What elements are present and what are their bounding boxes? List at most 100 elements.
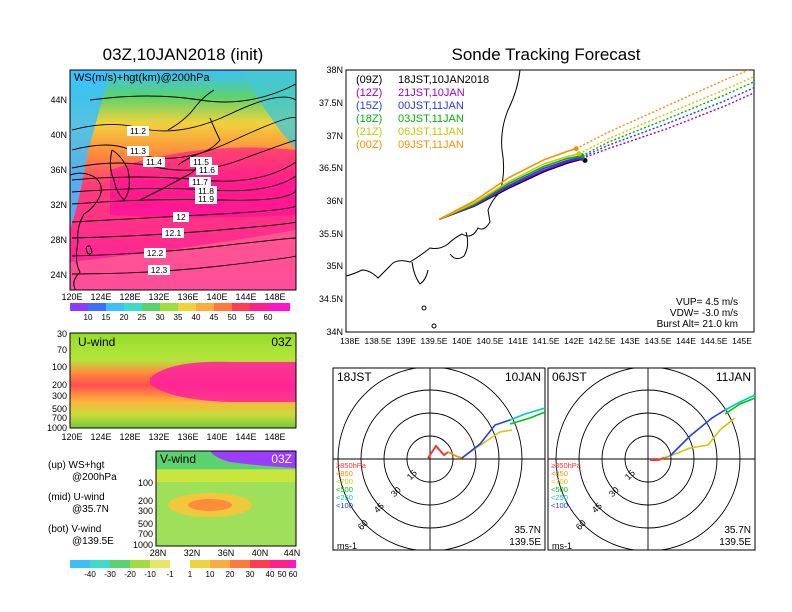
lat-tick: 38N [326, 65, 343, 75]
height-label-box: 11.6 [196, 165, 218, 175]
lon-tick: 140E [452, 336, 472, 346]
p-tick: 200 [138, 496, 153, 506]
ws-weak-south [70, 230, 296, 290]
korea-coast [109, 149, 130, 201]
ws-cb-swatch [232, 303, 250, 311]
legend-line: (bot) V-wind [48, 524, 101, 535]
track-legend-time: 00JST,11JAN [398, 100, 464, 112]
contour-line [71, 139, 296, 171]
lat-tick: 36.5N [319, 163, 343, 173]
lat-tick: 34.5N [319, 294, 343, 304]
contour-line [71, 221, 296, 239]
track-descent-1 [581, 92, 754, 160]
hodo2-lon: 139.5E [719, 537, 751, 548]
vwind-lat-axis: 28N 32N 36N 40N 44N [150, 548, 301, 558]
track-lon-axis: 138E 138.5E 139E 139.5E 140E 140.5E 141E… [340, 336, 752, 346]
hodo1-ring [383, 412, 477, 506]
lat-tick: 40N [252, 548, 269, 558]
lon-tick: 143E [620, 336, 640, 346]
v-cb-label: -30 [104, 570, 116, 579]
legend-line: @200hPa [72, 472, 117, 483]
level-label: ≥850hPa [336, 461, 367, 470]
track-legend-code: (18Z) [356, 113, 382, 125]
ws-cb-label: 55 [246, 313, 255, 322]
v-cb-label: -1 [166, 570, 174, 579]
v-cb-swatch [190, 560, 210, 568]
hodo1-unit: ms-1 [337, 541, 357, 551]
hodo2-ring [555, 368, 741, 550]
ws-cb-swatch [106, 303, 124, 311]
height-label-box: 11.5 [190, 157, 212, 167]
v-colorbar [70, 560, 296, 568]
ws-cb-label: 40 [192, 313, 201, 322]
v-colorbar-labels: -40 -30 -20 -10 -1 1 10 20 30 40 50 60 [84, 570, 298, 579]
ws-cb-label: 50 [228, 313, 237, 322]
track-ascent-5 [438, 147, 577, 221]
ws-cb-swatch [88, 303, 106, 311]
height-label: 11.8 [198, 186, 214, 196]
hodo1-lat: 35.7N [514, 525, 541, 536]
height-label-box: 11.7 [189, 177, 211, 187]
ws-cb-swatch [160, 303, 178, 311]
lon-tick: 144E [676, 336, 696, 346]
ws-cb-label: 15 [102, 313, 111, 322]
hodo2-time: 06JST [552, 370, 587, 384]
lon-tick: 124E [90, 292, 111, 302]
v-cb-label: -20 [124, 570, 136, 579]
v-cb-swatch [250, 560, 270, 568]
level-label: <700 [551, 477, 568, 486]
p-tick: 700 [138, 529, 153, 539]
contour-line [71, 255, 296, 275]
level-label: <850 [551, 469, 568, 478]
v-cb-swatch [290, 560, 296, 568]
lon-tick: 148E [264, 432, 285, 442]
hodo2-trace-250 [724, 394, 755, 411]
lon-tick: 144.5E [701, 336, 728, 346]
uwind-lon-axis: 120E 124E 128E 132E 136E 140E 144E 148E [61, 432, 285, 442]
p-tick: 300 [52, 391, 67, 401]
level-label: <100 [336, 501, 353, 510]
contour-line [71, 237, 296, 257]
track-legend-time: 21JST,10JAN [398, 87, 465, 99]
right-title: Sonde Tracking Forecast [452, 45, 641, 64]
v-cb-swatch [90, 560, 110, 568]
level-label: <100 [551, 501, 568, 510]
track-descent-4 [578, 75, 754, 155]
lon-tick: 138.5E [365, 336, 392, 346]
lon-tick: 140E [206, 292, 227, 302]
hodo1-date: 10JAN [505, 370, 541, 384]
lon-tick: 144E [235, 292, 256, 302]
legend-line: @139.5E [72, 536, 114, 547]
panel-legend: (up) WS+hgt @200hPa (mid) U-wind @35.7N … [48, 460, 117, 547]
track-descent-3 [581, 81, 754, 157]
height-label-box: 12 [173, 212, 189, 222]
height-label: 11.9 [198, 194, 214, 204]
ws-map-frame [69, 69, 297, 291]
track-legend-time: 06JST,11JAN [398, 126, 464, 138]
vwind-p-axis: 100 200 300 500 700 1000 [133, 478, 153, 550]
lon-tick: 141E [508, 336, 528, 346]
legend-line: (up) WS+hgt [48, 460, 105, 471]
hodo1-trace-sfc [427, 444, 449, 459]
uwind-time: 03Z [271, 335, 292, 349]
height-label-box: 12.1 [162, 228, 184, 238]
lat-tick: 40N [50, 130, 67, 140]
vwind-panel: V-wind 03Z 100 200 300 500 700 1000 28N … [133, 450, 301, 558]
uwind-label: U-wind [78, 335, 115, 349]
hodo2-trace-500 [669, 409, 726, 457]
lon-tick: 139E [396, 336, 416, 346]
sonde-tracks [438, 70, 754, 221]
lat-tick: 35.5N [319, 229, 343, 239]
lon-tick: 139.5E [421, 336, 448, 346]
lon-tick: 138E [340, 336, 360, 346]
left-title: 03Z,10JAN2018 (init) [103, 45, 264, 64]
p-tick: 1000 [47, 423, 67, 433]
contour-line [71, 117, 296, 159]
ws-cb-swatch [178, 303, 196, 311]
vwind-hot-core [188, 499, 232, 511]
track-legend-time: 09JST,11JAN [398, 139, 464, 151]
height-label-box: 11.4 [143, 157, 165, 167]
china-coast [70, 172, 102, 290]
height-label: 12.2 [147, 248, 164, 258]
ws-cb-label: 35 [174, 313, 183, 322]
